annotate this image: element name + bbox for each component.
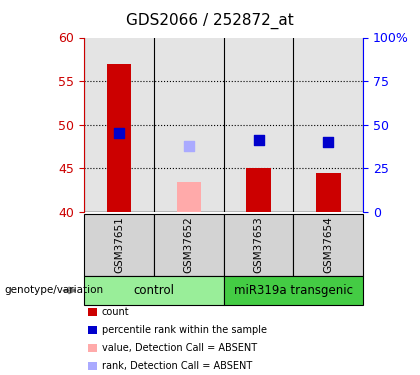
Point <box>255 137 262 143</box>
Text: percentile rank within the sample: percentile rank within the sample <box>102 325 267 335</box>
Bar <box>84 38 154 212</box>
Text: GSM37654: GSM37654 <box>323 216 333 273</box>
Text: GDS2066 / 252872_at: GDS2066 / 252872_at <box>126 13 294 29</box>
Point <box>185 144 192 150</box>
Bar <box>224 38 294 212</box>
Text: genotype/variation: genotype/variation <box>4 285 103 296</box>
Text: value, Detection Call = ABSENT: value, Detection Call = ABSENT <box>102 343 257 353</box>
Text: GSM37651: GSM37651 <box>114 216 124 273</box>
Bar <box>176 182 201 212</box>
Bar <box>107 64 131 212</box>
Bar <box>316 172 341 212</box>
Text: rank, Detection Call = ABSENT: rank, Detection Call = ABSENT <box>102 361 252 371</box>
Bar <box>247 168 271 212</box>
Text: GSM37653: GSM37653 <box>254 216 264 273</box>
Point <box>325 139 332 145</box>
Text: count: count <box>102 307 129 317</box>
Bar <box>154 38 223 212</box>
Bar <box>294 38 363 212</box>
Text: control: control <box>133 284 174 297</box>
Text: GSM37652: GSM37652 <box>184 216 194 273</box>
Point <box>116 130 122 136</box>
Text: miR319a transgenic: miR319a transgenic <box>234 284 353 297</box>
